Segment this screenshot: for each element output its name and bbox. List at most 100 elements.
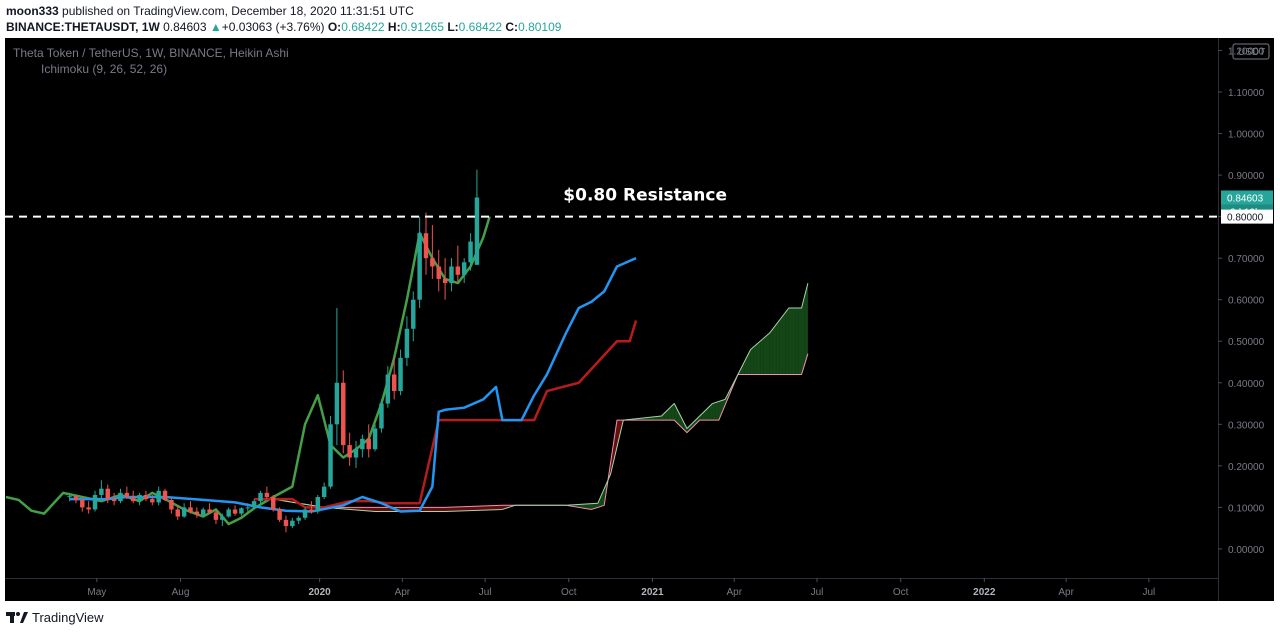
cloud-segment	[362, 507, 366, 511]
price-chart[interactable]: $0.80 Resistance Theta Token / TetherUS,…	[5, 38, 1274, 601]
cloud-segment	[782, 312, 786, 375]
cloud-segment	[677, 409, 681, 427]
cloud-segment	[721, 399, 726, 413]
candle-body	[353, 449, 359, 458]
cloud-segment	[747, 349, 751, 375]
candle-body	[99, 488, 104, 495]
cloud-segment	[661, 412, 665, 421]
price-tick-label: 0.10000	[1228, 503, 1265, 514]
time-axis[interactable]: May Aug 2020 Apr Jul Oct 2021 Apr Jul Oct 2022 Apr J…	[5, 578, 1218, 598]
price-tick-label: 1.00000	[1228, 130, 1265, 141]
price-tick-label: 1.10000	[1228, 88, 1265, 99]
cloud-segment	[741, 362, 745, 375]
candle-body	[321, 486, 327, 497]
time-tick-label: Oct	[561, 587, 577, 598]
cloud-segment	[384, 507, 388, 512]
cloud-segment	[766, 332, 770, 375]
symbol-line: BINANCE:THETAUSDT, 1W 0.84603 ▲+0.03063 …	[6, 20, 561, 34]
plot-area[interactable]	[5, 38, 1218, 601]
last-price: 0.84603	[163, 20, 207, 34]
last-price-tag	[1221, 190, 1273, 205]
cloud-segment	[750, 346, 754, 375]
candle-body	[175, 509, 180, 517]
cloud-segment	[801, 295, 805, 375]
cloud-segment	[591, 503, 595, 510]
candle-body	[258, 492, 263, 502]
symbol: BINANCE:THETAUSDT, 1W	[6, 20, 160, 34]
candle-body	[334, 382, 340, 425]
price-tick-label: 1.20000	[1228, 46, 1265, 57]
cloud-segment	[441, 507, 446, 512]
cloud-segment	[581, 504, 586, 509]
candle-body	[379, 403, 384, 429]
cloud-segment	[744, 355, 748, 375]
candle-body	[239, 508, 244, 514]
candle-body	[111, 499, 117, 502]
candle-body	[162, 490, 168, 500]
cloud-segment	[671, 403, 675, 421]
cloud-segment	[355, 507, 360, 511]
candle-body	[124, 492, 130, 497]
resistance-price-tag-label: 0.80000	[1227, 213, 1264, 224]
cloud-segment	[753, 344, 757, 375]
legend-title: Theta Token / TetherUS, 1W, BINANCE, Hei…	[13, 46, 289, 60]
time-tick-label: Jul	[479, 587, 492, 598]
author-name[interactable]: moon333	[6, 4, 59, 18]
candle-body	[360, 438, 365, 450]
candle-body	[188, 507, 193, 512]
cloud-segment	[715, 401, 719, 421]
low-label: L:	[447, 20, 459, 34]
cloud-segment	[756, 341, 761, 375]
cloud-segment	[422, 507, 427, 512]
published-line: moon333 published on TradingView.com, De…	[6, 4, 414, 18]
cloud-segment	[368, 507, 372, 512]
price-tick-label: 0.00000	[1228, 545, 1265, 556]
candle-body	[213, 512, 219, 520]
candle-body	[474, 197, 480, 265]
change-arrow-icon: ▲	[209, 20, 222, 34]
cloud-segment	[760, 338, 764, 375]
candle-body	[194, 511, 200, 515]
cloud-segment	[470, 506, 474, 511]
candle-body	[283, 519, 289, 527]
low-value: 0.68422	[458, 20, 503, 34]
tradingview-brand[interactable]: TradingView	[32, 609, 104, 625]
price-axis[interactable]: 0.00000 0.10000 0.20000 0.30000 0.40000 0.500…	[1218, 38, 1274, 601]
last-price-tag-label: 0.84603	[1227, 193, 1264, 204]
candle-body	[328, 424, 333, 487]
time-tick-label: Apr	[1058, 587, 1074, 598]
candle-body	[80, 499, 85, 508]
candle-body	[430, 258, 435, 267]
open-label: O:	[327, 20, 342, 34]
candle-body	[290, 520, 295, 527]
candle-body	[366, 438, 371, 450]
time-tick-label: 2021	[641, 587, 664, 598]
open-value: 0.68422	[341, 20, 385, 34]
cloud-segment	[578, 504, 582, 508]
cloud-segment	[718, 400, 722, 421]
cloud-segment	[365, 507, 369, 512]
price-tick-label: 0.40000	[1228, 379, 1265, 390]
candle-body	[341, 382, 346, 446]
leading-span-a	[273, 282, 809, 513]
cloud-segment	[435, 507, 439, 512]
candle-body	[468, 241, 473, 263]
cloud-segment	[588, 503, 592, 510]
candle-body	[245, 507, 251, 509]
cloud-segment	[785, 308, 789, 375]
cloud-segment	[451, 507, 455, 512]
cloud-segment	[445, 507, 449, 512]
candle-body	[226, 509, 231, 517]
candle-body	[105, 488, 110, 500]
candle-body	[398, 357, 403, 392]
cloud-segment	[381, 507, 385, 512]
cloud-segment	[699, 412, 703, 421]
cloud-segment	[601, 488, 605, 507]
candle-body	[264, 492, 270, 497]
time-tick-label: Oct	[893, 587, 909, 598]
candle-body	[315, 497, 321, 512]
cloud-segment	[658, 416, 662, 421]
price-tick-label: 0.50000	[1228, 337, 1265, 348]
cloud-segment	[763, 335, 767, 375]
cloud-segment	[486, 505, 490, 511]
